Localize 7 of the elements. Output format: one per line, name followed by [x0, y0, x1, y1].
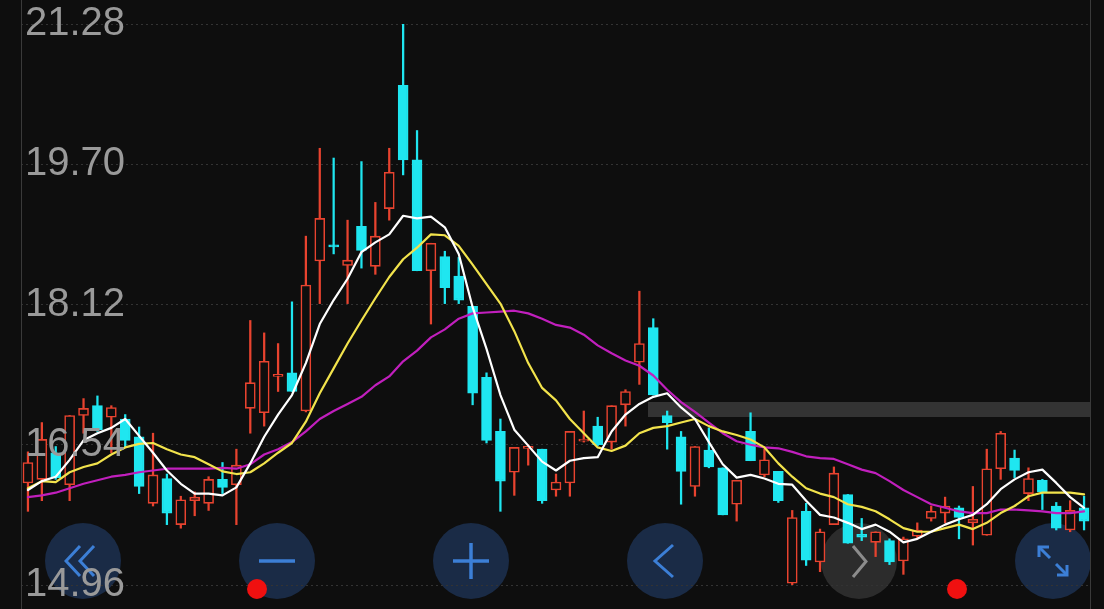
y-tick-label: 18.12 — [25, 279, 126, 324]
y-tick-label: 14.96 — [25, 560, 126, 605]
y-tick-label: 21.28 — [25, 0, 126, 44]
candlestick — [342, 219, 353, 304]
candlestick — [356, 161, 367, 269]
y-tick-label: 19.70 — [25, 139, 126, 184]
candlestick — [634, 290, 645, 385]
